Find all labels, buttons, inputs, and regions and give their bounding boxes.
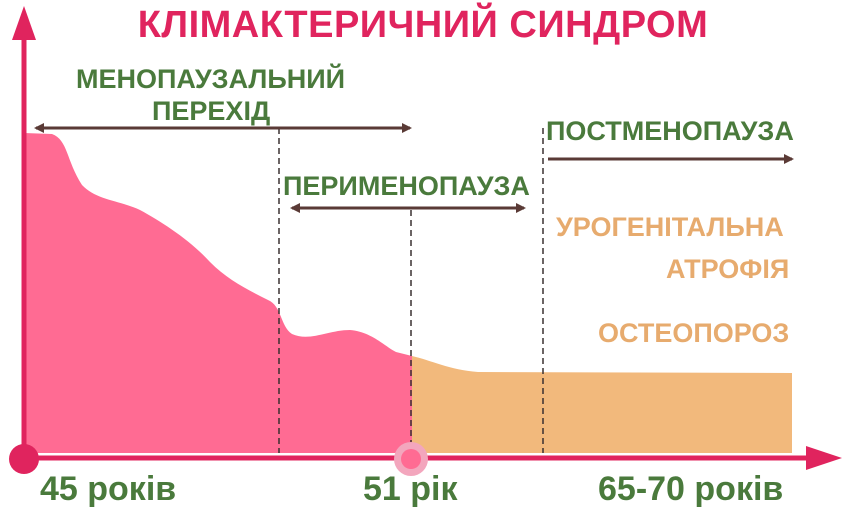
- pink-area: [24, 133, 412, 453]
- perimenopause-label: ПЕРИМЕНОПАУЗА: [283, 171, 530, 201]
- postmenopause-label: ПОСТМЕНОПАУЗА: [546, 116, 794, 146]
- x-axis-arrowhead: [806, 446, 842, 470]
- orange-area: [412, 356, 792, 453]
- diagram-title: КЛІМАКТЕРИЧНИЙ СИНДРОМ: [137, 4, 709, 46]
- age-51-marker-inner: [401, 449, 421, 469]
- y-axis-arrowhead: [12, 6, 36, 40]
- menopausal-transition-label-line1: МЕНОПАУЗАЛЬНИЙ: [76, 64, 346, 94]
- age-tick-65-70: 65-70 років: [598, 470, 784, 508]
- age-tick-45: 45 років: [40, 470, 177, 508]
- osteoporosis-label: ОСТЕОПОРОЗ: [598, 318, 790, 348]
- age-tick-51: 51 рік: [363, 470, 458, 508]
- origin-marker: [9, 444, 39, 474]
- menopausal-transition-label-line2: ПЕРЕХІД: [152, 96, 271, 126]
- urogenital-atrophy-label-line2: АТРОФІЯ: [666, 254, 790, 284]
- urogenital-atrophy-label-line1: УРОГЕНІТАЛЬНА: [556, 212, 784, 242]
